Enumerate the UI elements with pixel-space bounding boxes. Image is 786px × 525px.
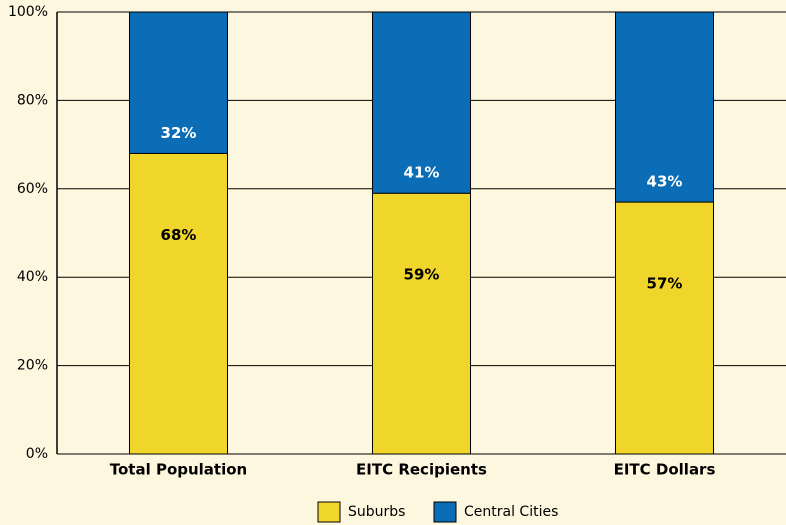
y-tick-label: 20%	[17, 358, 48, 374]
legend-label: Suburbs	[348, 504, 405, 520]
bar-segment	[372, 192, 471, 455]
bar-segment	[615, 201, 714, 455]
data-label: 41%	[404, 164, 440, 182]
bar-segment	[129, 11, 228, 154]
x-tick-label: EITC Recipients	[356, 461, 487, 479]
bar-segment	[615, 11, 714, 203]
data-label: 57%	[647, 275, 683, 293]
y-tick-label: 0%	[26, 446, 48, 462]
y-tick-label: 40%	[17, 269, 48, 285]
data-label: 43%	[647, 173, 683, 191]
data-label: 32%	[161, 124, 197, 142]
legend-swatch	[317, 501, 341, 523]
x-tick-label: Total Population	[110, 461, 247, 479]
y-tick-label: 80%	[17, 92, 48, 108]
bar-segment	[129, 152, 228, 455]
bar-segment	[372, 11, 471, 194]
y-tick-label: 60%	[17, 181, 48, 197]
y-tick-label: 100%	[8, 4, 48, 20]
x-tick-label: EITC Dollars	[614, 461, 716, 479]
legend-label: Central Cities	[464, 504, 558, 520]
data-label: 68%	[161, 226, 197, 244]
legend-swatch	[433, 501, 457, 523]
data-label: 59%	[404, 266, 440, 284]
